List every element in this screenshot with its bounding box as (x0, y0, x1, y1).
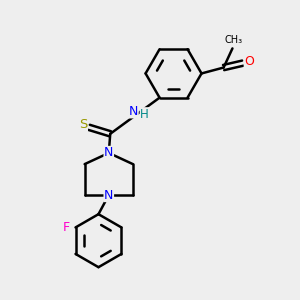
Text: N: N (104, 146, 113, 159)
Text: F: F (63, 221, 70, 234)
Text: O: O (244, 55, 254, 68)
Text: CH₃: CH₃ (225, 34, 243, 45)
Text: N: N (104, 188, 113, 202)
Text: N: N (129, 105, 138, 118)
Text: S: S (79, 118, 87, 131)
Text: H: H (140, 108, 149, 121)
